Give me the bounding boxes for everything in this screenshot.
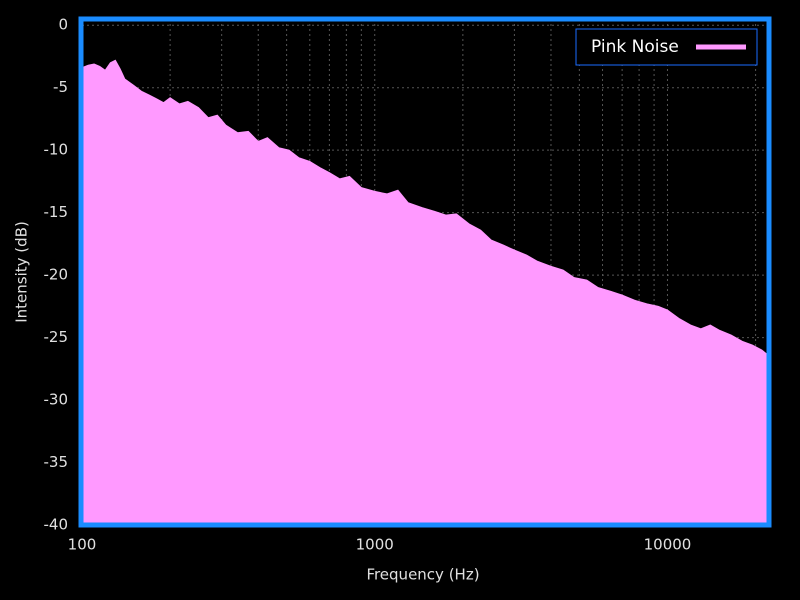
x-axis-label: Frequency (Hz) [366, 566, 479, 584]
y-axis-label: Intensity (dB) [13, 221, 31, 323]
y-tick-label: -15 [44, 203, 69, 221]
area [81, 59, 769, 526]
y-tick-label: -25 [44, 328, 69, 346]
y-tick-label: -20 [44, 266, 69, 284]
x-tick-label: 10000 [644, 536, 692, 554]
y-tick-label: -10 [44, 141, 69, 159]
y-tick-label: -35 [44, 453, 69, 471]
y-tick-label: -40 [44, 516, 69, 534]
y-tick-label: -5 [53, 78, 68, 96]
y-tick-label: 0 [58, 16, 68, 34]
y-tick-label: -30 [44, 391, 69, 409]
x-tick-label: 1000 [356, 536, 394, 554]
legend-label: Pink Noise [591, 37, 679, 57]
plot-frame [78, 16, 772, 528]
x-tick-label: 100 [68, 536, 97, 554]
